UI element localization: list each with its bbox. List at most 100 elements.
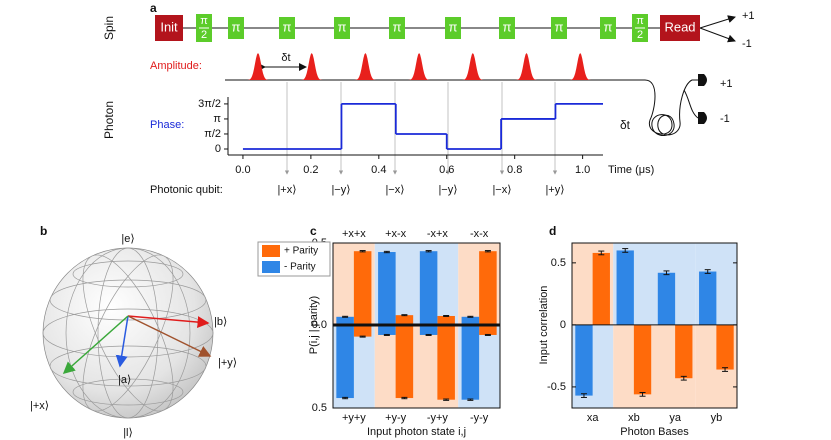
- pulse: [445, 17, 461, 39]
- pulse-label: π: [283, 19, 292, 34]
- bar: [395, 325, 414, 399]
- x-tick-label: 1.0: [575, 164, 590, 176]
- bar: [419, 325, 438, 335]
- fiber-delay-label: δt: [620, 118, 631, 132]
- x-tick-label: 0.0: [235, 164, 250, 176]
- bar: [353, 325, 372, 337]
- bar: [461, 325, 480, 400]
- x-tick-label: xa: [587, 412, 600, 424]
- y-tick-label: -0.5: [547, 381, 566, 393]
- pulse-label: 2: [637, 29, 643, 41]
- pulse-label: π: [604, 19, 613, 34]
- y-tick-label: 0.5: [312, 402, 327, 414]
- pulse: [334, 17, 350, 39]
- pulse: [600, 17, 616, 39]
- bar: [353, 251, 372, 325]
- pulse-label: π: [555, 19, 564, 34]
- qubit-state: |+y⟩: [545, 184, 564, 196]
- optical-pulse: [246, 53, 270, 80]
- bar: [633, 324, 652, 395]
- outcome-arrow: [699, 15, 736, 29]
- y-tick-label: 0: [215, 143, 221, 155]
- spin-outcome: -1: [742, 38, 752, 50]
- pulse: [389, 17, 405, 39]
- pulse: [551, 17, 567, 39]
- state-label: |+x⟩: [30, 400, 49, 412]
- panel-label: a: [150, 1, 157, 15]
- legend-swatch: [262, 261, 280, 273]
- pulse-label: π: [232, 19, 241, 34]
- bloch-sphere: [42, 247, 214, 419]
- pulse: [660, 15, 700, 41]
- x-tick-label: 0.2: [303, 164, 318, 176]
- x-axis-label: Input photon state i,j: [367, 426, 466, 438]
- state-arrow: [115, 315, 129, 368]
- x-tick-label: +y+y: [342, 412, 366, 424]
- legend-label: - Parity: [284, 262, 316, 273]
- delay-label: δt: [281, 52, 290, 64]
- y-axis-label: P(i,j | parity): [308, 296, 320, 354]
- bar: [378, 252, 396, 325]
- bar: [657, 272, 676, 325]
- bar: [616, 250, 634, 325]
- x-tick-label: xb: [628, 412, 640, 424]
- legend-label: + Parity: [284, 246, 318, 257]
- x-tick-label: -y-y: [470, 412, 489, 424]
- y-tick-label: π/2: [204, 128, 221, 140]
- y-tick-label: 0.0: [312, 319, 327, 331]
- detector: [698, 74, 707, 86]
- pulse-label: π: [503, 19, 512, 34]
- bar: [592, 252, 610, 325]
- qubit-state: |−x⟩: [492, 184, 511, 196]
- photon-outcome: +1: [720, 78, 733, 90]
- x-tick-label: -x+x: [427, 228, 449, 240]
- y-tick-label: 0.5: [551, 257, 566, 269]
- optical-pulse: [514, 53, 539, 80]
- x-tick-label: +y-y: [385, 412, 407, 424]
- bar: [479, 251, 497, 325]
- state-label: |e⟩: [121, 233, 134, 245]
- optical-pulse: [299, 53, 324, 80]
- legend-swatch: [262, 245, 280, 257]
- x-tick-label: +x-x: [385, 228, 407, 240]
- pulse-label: π: [393, 19, 402, 34]
- qubit-state: |+x⟩: [277, 184, 296, 196]
- pulse-label: π: [636, 15, 644, 27]
- x-axis-label: Time (μs): [608, 164, 654, 176]
- bar: [479, 325, 497, 335]
- pulse-label: Init: [160, 19, 178, 34]
- pulse-label: π: [449, 19, 458, 34]
- bar: [716, 324, 734, 370]
- x-tick-label: +x+x: [342, 228, 366, 240]
- x-tick-label: 0.8: [507, 164, 522, 176]
- plot-frame: [571, 242, 738, 409]
- x-tick-label: ya: [669, 412, 682, 424]
- photon-label: Photon: [102, 101, 116, 139]
- state-label: |b⟩: [214, 316, 227, 328]
- amplitude-label: Amplitude:: [150, 60, 202, 72]
- y-axis-label: Input correlation: [538, 286, 550, 365]
- bar: [336, 316, 354, 325]
- bar: [437, 315, 455, 325]
- bar: [437, 325, 455, 400]
- x-axis-label: Photon Bases: [620, 426, 689, 438]
- outcome-arrow: [699, 27, 736, 43]
- pulse-label: Read: [664, 19, 695, 34]
- fiber-branch: [683, 89, 699, 119]
- x-tick-label: 0.6: [439, 164, 454, 176]
- x-tick-label: -y+y: [427, 412, 449, 424]
- qubit-state: |−x⟩: [385, 184, 404, 196]
- state-arrow: [127, 315, 212, 357]
- panel-label: c: [310, 224, 317, 238]
- bar: [336, 325, 354, 399]
- state-arrow: [127, 315, 210, 329]
- x-tick-label: yb: [711, 412, 723, 424]
- qubit-state: |−y⟩: [438, 184, 457, 196]
- y-tick-label: 3π/2: [198, 98, 221, 110]
- bar: [395, 315, 414, 325]
- x-tick-label: 0.4: [371, 164, 386, 176]
- pulse: [279, 17, 295, 39]
- detector: [698, 112, 707, 124]
- pulse-label: π: [200, 15, 208, 27]
